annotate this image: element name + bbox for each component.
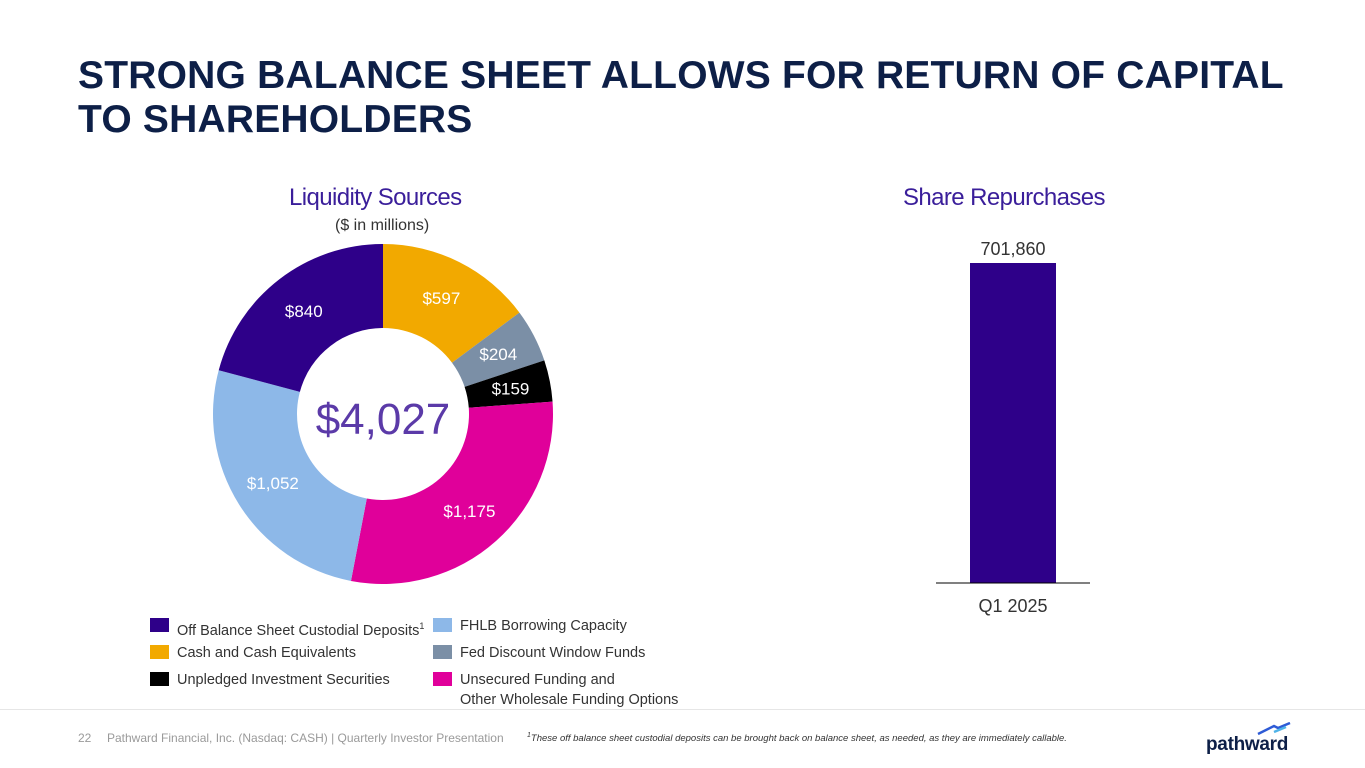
donut-slice-unpledged-investment-securities: [464, 360, 553, 408]
pathward-logo: pathward: [1206, 722, 1294, 756]
donut-data-label: $1,175: [443, 502, 495, 521]
legend-label: Unsecured Funding and: [460, 672, 615, 688]
legend-swatch: [150, 618, 169, 632]
legend-label: FHLB Borrowing Capacity: [460, 618, 627, 634]
bar-q1-2025: [970, 263, 1056, 583]
legend-label-line2: Other Wholesale Funding Options: [460, 692, 679, 708]
legend-swatch: [433, 672, 452, 686]
donut-data-label: $204: [479, 345, 517, 364]
liquidity-chart-subtitle: ($ in millions): [335, 217, 430, 234]
footer-divider: [0, 709, 1365, 710]
donut-center-total: $4,027: [316, 395, 451, 444]
page-number: 22: [78, 731, 92, 745]
donut-data-label: $597: [422, 289, 460, 308]
donut-slice-off-balance-sheet-custodial-deposits: [218, 244, 383, 392]
donut-slice-fhlb-borrowing-capacity: [212, 370, 367, 581]
legend-swatch: [150, 672, 169, 686]
footnote-marker: 1: [527, 732, 531, 739]
logo-text: pathward: [1206, 734, 1289, 755]
bar-category-label: Q1 2025: [978, 596, 1047, 616]
donut-data-label: $1,052: [247, 474, 299, 493]
repurchase-bar-chart: 701,860 Q1 2025: [936, 239, 1090, 616]
donut-slices: [212, 244, 554, 585]
bar-value-label: 701,860: [980, 239, 1045, 259]
legend-label: Fed Discount Window Funds: [460, 645, 646, 661]
footnote-text: These off balance sheet custodial deposi…: [530, 733, 1067, 745]
donut-slice-fed-discount-window-funds: [452, 312, 545, 387]
repurchases-chart-title: Share Repurchases: [903, 184, 1106, 211]
legend-swatch: [433, 618, 452, 632]
donut-data-label: $159: [492, 380, 530, 399]
legend-swatch: [150, 645, 169, 659]
liquidity-chart-title: Liquidity Sources: [289, 184, 462, 211]
legend-label: Cash and Cash Equivalents: [177, 645, 356, 661]
footnote-marker: 1: [419, 621, 425, 631]
legend-swatch: [433, 645, 452, 659]
donut-slice-unsecured-funding-and-other-wholesale-funding-options: [350, 401, 554, 585]
legend-label: Off Balance Sheet Custodial Deposits: [177, 622, 420, 639]
logo-mark-icon: [1257, 722, 1291, 736]
footer-text: Pathward Financial, Inc. (Nasdaq: CASH) …: [107, 731, 504, 745]
footnote: 1These off balance sheet custodial depos…: [527, 732, 1067, 744]
donut-labels: $597 $204 $159 $1,175 $1,052 $840: [247, 289, 530, 521]
donut-data-label: $840: [285, 302, 323, 321]
legend-label: Unpledged Investment Securities: [177, 672, 390, 688]
donut-slice-cash-and-cash-equivalents: [383, 244, 520, 363]
slide-title: STRONG BALANCE SHEET ALLOWS FOR RETURN O…: [78, 54, 1284, 141]
